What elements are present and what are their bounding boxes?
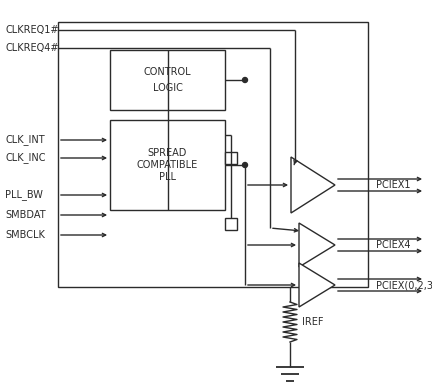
Bar	[225, 152, 237, 164]
Bar	[110, 120, 225, 210]
Circle shape	[242, 163, 248, 168]
Bar	[225, 218, 237, 230]
Circle shape	[242, 78, 248, 83]
Polygon shape	[299, 223, 335, 267]
Text: CONTROL: CONTROL	[144, 67, 191, 77]
Text: PCIEX(0,2,3,5): PCIEX(0,2,3,5)	[376, 280, 432, 290]
Text: PCIEX4: PCIEX4	[376, 240, 410, 250]
Text: IREF: IREF	[302, 317, 324, 327]
Text: CLK_INT: CLK_INT	[5, 135, 44, 146]
Text: PLL_BW: PLL_BW	[5, 190, 43, 201]
Text: SMBDAT: SMBDAT	[5, 210, 46, 220]
Polygon shape	[299, 263, 335, 307]
Bar	[58, 22, 368, 287]
Text: LOGIC: LOGIC	[152, 83, 182, 93]
Text: SMBCLK: SMBCLK	[5, 230, 45, 240]
Text: PLL: PLL	[159, 172, 176, 182]
Text: CLKREQ1#: CLKREQ1#	[5, 25, 58, 35]
Text: CLKREQ4#: CLKREQ4#	[5, 43, 58, 53]
Polygon shape	[291, 157, 335, 213]
Bar	[110, 50, 225, 110]
Text: COMPATIBLE: COMPATIBLE	[137, 160, 198, 170]
Text: SPREAD: SPREAD	[148, 148, 187, 158]
Text: CLK_INC: CLK_INC	[5, 152, 45, 163]
Text: PCIEX1: PCIEX1	[376, 180, 410, 190]
